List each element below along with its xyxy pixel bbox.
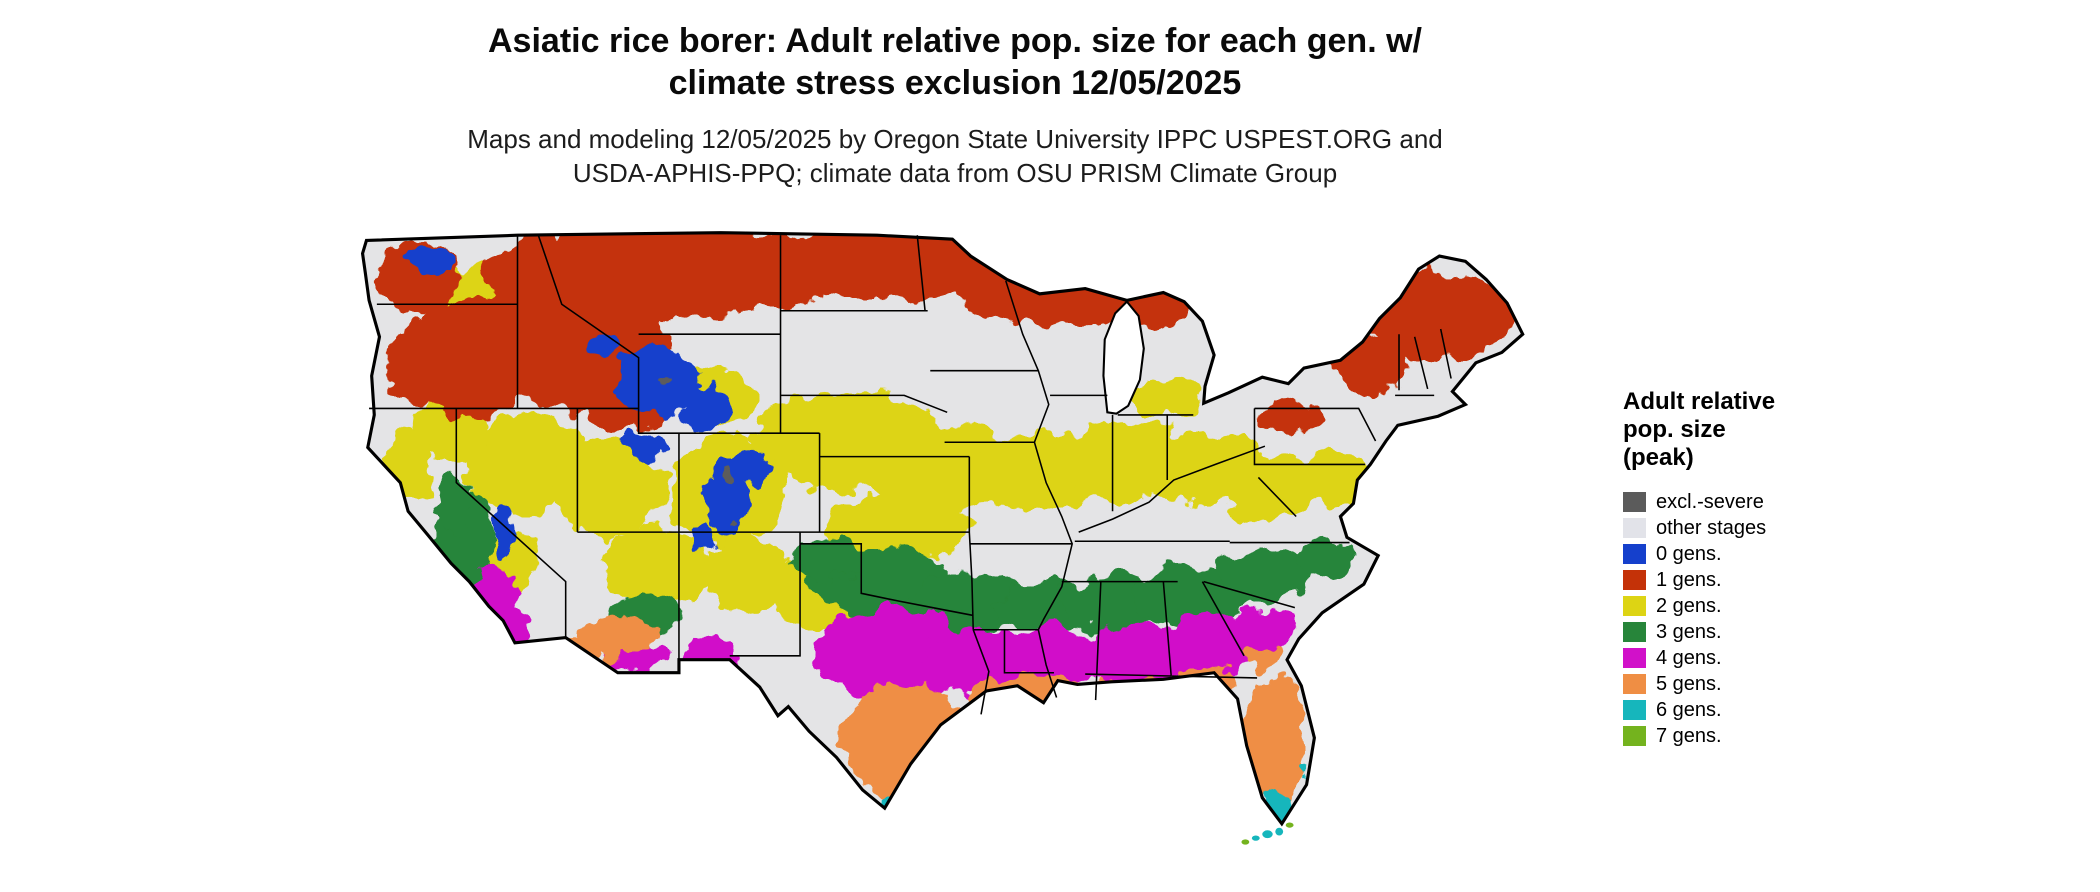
legend-swatch: [1623, 518, 1646, 538]
legend-item: 4 gens.: [1623, 648, 1923, 668]
legend-item: 3 gens.: [1623, 622, 1923, 642]
region-0-gens: [405, 245, 768, 557]
legend-swatch: [1623, 492, 1646, 512]
legend-item: 2 gens.: [1623, 596, 1923, 616]
legend-swatch: [1623, 700, 1646, 720]
legend: Adult relative pop. size (peak) excl.-se…: [1623, 388, 1923, 746]
legend-item-label: excl.-severe: [1656, 491, 1764, 513]
legend-item-label: 6 gens.: [1656, 699, 1722, 721]
region-excl-severe: [655, 374, 742, 526]
legend-item: excl.-severe: [1623, 492, 1923, 512]
map-title-line2: climate stress exclusion 12/05/2025: [668, 64, 1242, 102]
legend-item: other stages: [1623, 518, 1923, 538]
map-subtitle-line2: USDA-APHIS-PPQ; climate data from OSU PR…: [572, 158, 1338, 188]
us-generations-map: [330, 222, 1580, 880]
region-6-gens: [875, 762, 1311, 824]
lake-michigan: [1102, 300, 1145, 415]
map-title: Asiatic rice borer: Adult relative pop. …: [330, 20, 1580, 104]
us-map-svg: [360, 231, 1525, 845]
legend-item: 1 gens.: [1623, 570, 1923, 590]
legend-swatch: [1623, 622, 1646, 642]
legend-swatch: [1623, 648, 1646, 668]
legend-swatch: [1623, 726, 1646, 746]
legend-title: Adult relative pop. size (peak): [1623, 388, 1923, 472]
state-borders: [369, 234, 1452, 715]
legend-item: 7 gens.: [1623, 726, 1923, 746]
legend-title-line3: (peak): [1623, 444, 1694, 471]
legend-item-label: other stages: [1656, 517, 1767, 539]
legend-item-label: 0 gens.: [1656, 543, 1722, 565]
legend-item-label: 1 gens.: [1656, 569, 1722, 591]
legend-item-label: 5 gens.: [1656, 673, 1722, 695]
region-keys-specks: [1241, 822, 1294, 845]
legend-item-label: 7 gens.: [1656, 725, 1722, 747]
legend-title-line1: Adult relative: [1623, 388, 1776, 415]
legend-item-label: 3 gens.: [1656, 621, 1722, 643]
legend-swatch: [1623, 674, 1646, 694]
legend-swatch: [1623, 596, 1646, 616]
legend-item: 0 gens.: [1623, 544, 1923, 564]
map-title-line1: Asiatic rice borer: Adult relative pop. …: [488, 22, 1422, 60]
legend-swatch: [1623, 544, 1646, 564]
legend-swatch: [1623, 570, 1646, 590]
legend-items: excl.-severe other stages 0 gens. 1 gens…: [1623, 492, 1923, 746]
legend-item-label: 2 gens.: [1656, 595, 1722, 617]
legend-item: 6 gens.: [1623, 700, 1923, 720]
map-subtitle: Maps and modeling 12/05/2025 by Oregon S…: [330, 122, 1580, 190]
legend-item: 5 gens.: [1623, 674, 1923, 694]
legend-title-line2: pop. size: [1623, 416, 1726, 443]
legend-item-label: 4 gens.: [1656, 647, 1722, 669]
map-subtitle-line1: Maps and modeling 12/05/2025 by Oregon S…: [467, 124, 1443, 154]
